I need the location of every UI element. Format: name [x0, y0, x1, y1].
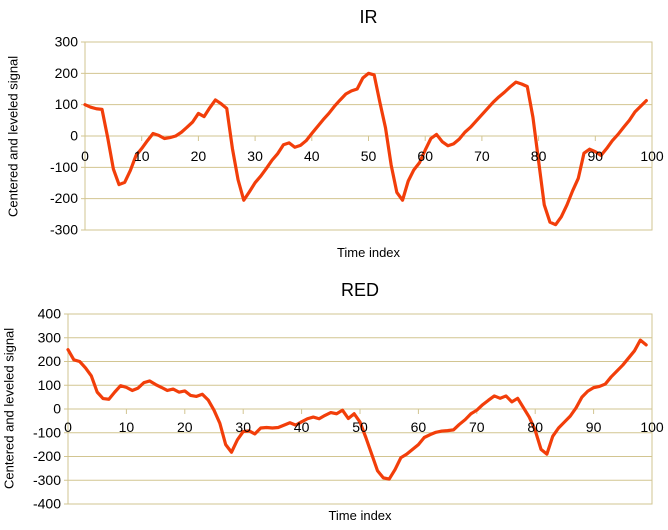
svg-text:80: 80: [527, 419, 543, 435]
svg-text:30: 30: [235, 419, 251, 435]
svg-text:-100: -100: [33, 424, 61, 440]
svg-text:40: 40: [294, 419, 310, 435]
svg-text:200: 200: [38, 353, 62, 369]
x-tick-labels: 0 10 20 30 40 50 60 70 80 90 100: [81, 148, 664, 164]
svg-text:20: 20: [191, 148, 207, 164]
svg-text:300: 300: [38, 329, 62, 345]
svg-text:90: 90: [588, 148, 604, 164]
x-axis-ticks: [67, 409, 653, 414]
svg-text:80: 80: [531, 148, 547, 164]
svg-text:300: 300: [55, 34, 79, 50]
svg-text:-300: -300: [33, 472, 61, 488]
y-axis-title-ir: Centered and leveled signal: [5, 55, 21, 217]
y-tick-labels: -400 -300 -200 -100 0 100 200 300 400: [33, 306, 61, 512]
x-axis-title-red: Time index: [328, 508, 392, 523]
svg-text:-100: -100: [50, 159, 78, 175]
svg-text:10: 10: [119, 419, 135, 435]
ir-chart: -300 -200 -100 0 100 200 300 0 10 20 30 40 50 60 70 80 9…: [5, 7, 664, 260]
chart-title-ir: IR: [359, 7, 378, 27]
svg-text:0: 0: [53, 401, 61, 417]
red-chart: -400 -300 -200 -100 0 100 200 300 400 0 10 20 30 40 50…: [0, 265, 668, 530]
svg-text:100: 100: [55, 96, 79, 112]
signal-line: [66, 338, 648, 481]
svg-text:50: 50: [352, 419, 368, 435]
svg-text:10: 10: [134, 148, 150, 164]
svg-text:60: 60: [417, 148, 433, 164]
svg-text:0: 0: [81, 148, 89, 164]
x-axis-ticks: [84, 136, 653, 141]
svg-text:0: 0: [64, 419, 72, 435]
svg-text:40: 40: [304, 148, 320, 164]
svg-text:30: 30: [247, 148, 263, 164]
svg-text:-300: -300: [50, 222, 78, 238]
svg-text:400: 400: [38, 306, 62, 322]
svg-text:100: 100: [38, 377, 62, 393]
svg-text:200: 200: [55, 65, 79, 81]
gridlines: [64, 313, 652, 505]
svg-text:20: 20: [177, 419, 193, 435]
signal-line: [83, 71, 648, 227]
svg-text:-200: -200: [33, 448, 61, 464]
y-axis-title-red: Centered and leveled signal: [1, 327, 17, 489]
svg-text:60: 60: [411, 419, 427, 435]
svg-text:70: 70: [474, 148, 490, 164]
svg-text:90: 90: [586, 419, 602, 435]
svg-text:100: 100: [640, 148, 664, 164]
svg-text:-200: -200: [50, 190, 78, 206]
y-tick-labels: -300 -200 -100 0 100 200 300: [50, 34, 78, 238]
svg-text:0: 0: [70, 128, 78, 144]
svg-text:70: 70: [469, 419, 485, 435]
chart-title-red: RED: [340, 280, 379, 300]
svg-text:100: 100: [640, 419, 664, 435]
svg-text:-400: -400: [33, 496, 61, 512]
svg-text:50: 50: [361, 148, 377, 164]
x-axis-title-ir: Time index: [336, 245, 401, 260]
x-tick-labels: 0 10 20 30 40 50 60 70 80 90 100: [64, 419, 664, 435]
gridlines: [81, 41, 652, 231]
